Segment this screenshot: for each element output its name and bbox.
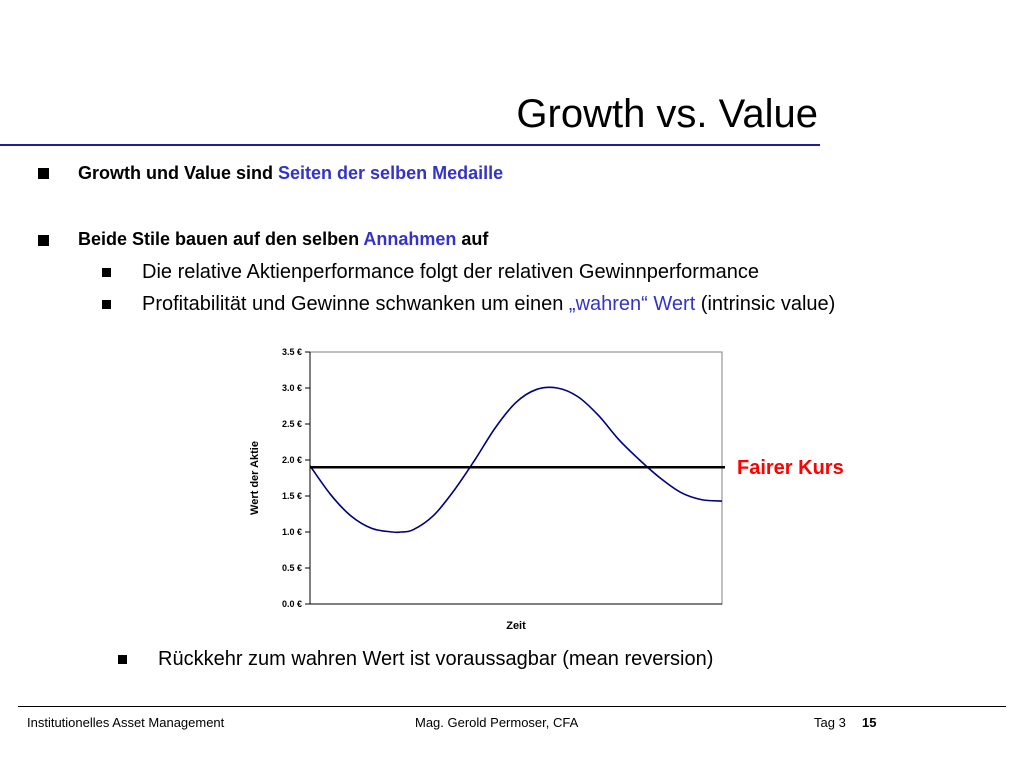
sub-bullet-text: Profitabilität und Gewinne schwanken um … [142,293,569,315]
bullet-text: Growth und Value sind [78,163,279,183]
sub-bullet-text: (intrinsic value) [695,293,836,315]
y-tick-label: 1.0 € [282,527,302,537]
slide-title: Growth vs. Value [516,92,818,136]
bullet-highlight: Annahmen [363,229,457,249]
sub-bullet-square-icon [102,268,111,277]
bullet-square-icon [118,655,127,664]
sub-bullet-highlight: „wahren“ Wert [568,293,696,315]
fair-price-label: Fairer Kurs [737,457,844,479]
y-tick-label: 3.0 € [282,383,302,393]
y-tick-label: 1.5 € [282,491,302,501]
footer-day: Tag 3 [814,715,846,730]
bullet-assumptions: Beide Stile bauen auf den selben Annahme… [78,229,488,250]
bullet-text: auf [456,229,489,249]
sub-bullet-intrinsic: Profitabilität und Gewinne schwanken um … [142,293,835,316]
y-tick-label: 0.5 € [282,563,302,573]
x-axis-label: Zeit [506,620,526,632]
sub-bullet-square-icon [102,300,111,309]
stock-value-curve [309,386,723,534]
footer-rule [18,706,1006,707]
y-tick-label: 0.0 € [282,599,302,609]
title-underline [0,144,820,146]
footer-author: Mag. Gerold Permoser, CFA [415,715,579,730]
bullet-growth-value: Growth und Value sind Seiten der selben … [78,163,503,184]
sub-bullet-text: Die relative Aktienperformance folgt der… [142,261,759,283]
sub-bullet-performance: Die relative Aktienperformance folgt der… [142,261,759,284]
bullet-mean-reversion: Rückkehr zum wahren Wert ist voraussagba… [158,648,713,671]
footer-page-number: 15 [862,715,877,730]
stock-value-chart: 0.0 € 0.5 € 1.0 € 1.5 € 2.0 € 2.5 € 3.0 € 3.5 €… [249,347,725,632]
bullet-square-icon [38,235,49,246]
y-tick-label: 2.0 € [282,455,302,465]
y-axis-label: Wert der Aktie [249,441,261,515]
bullet-highlight: Seiten der selben Medaille [278,163,504,183]
bullet-square-icon [38,168,49,179]
y-tick-label: 2.5 € [282,419,302,429]
bullet-text: Beide Stile bauen auf den selben [78,229,364,249]
footer-course: Institutionelles Asset Management [27,715,225,730]
y-tick-label: 3.5 € [282,347,302,357]
bullet-text: Rückkehr zum wahren Wert ist voraussagba… [158,648,714,670]
